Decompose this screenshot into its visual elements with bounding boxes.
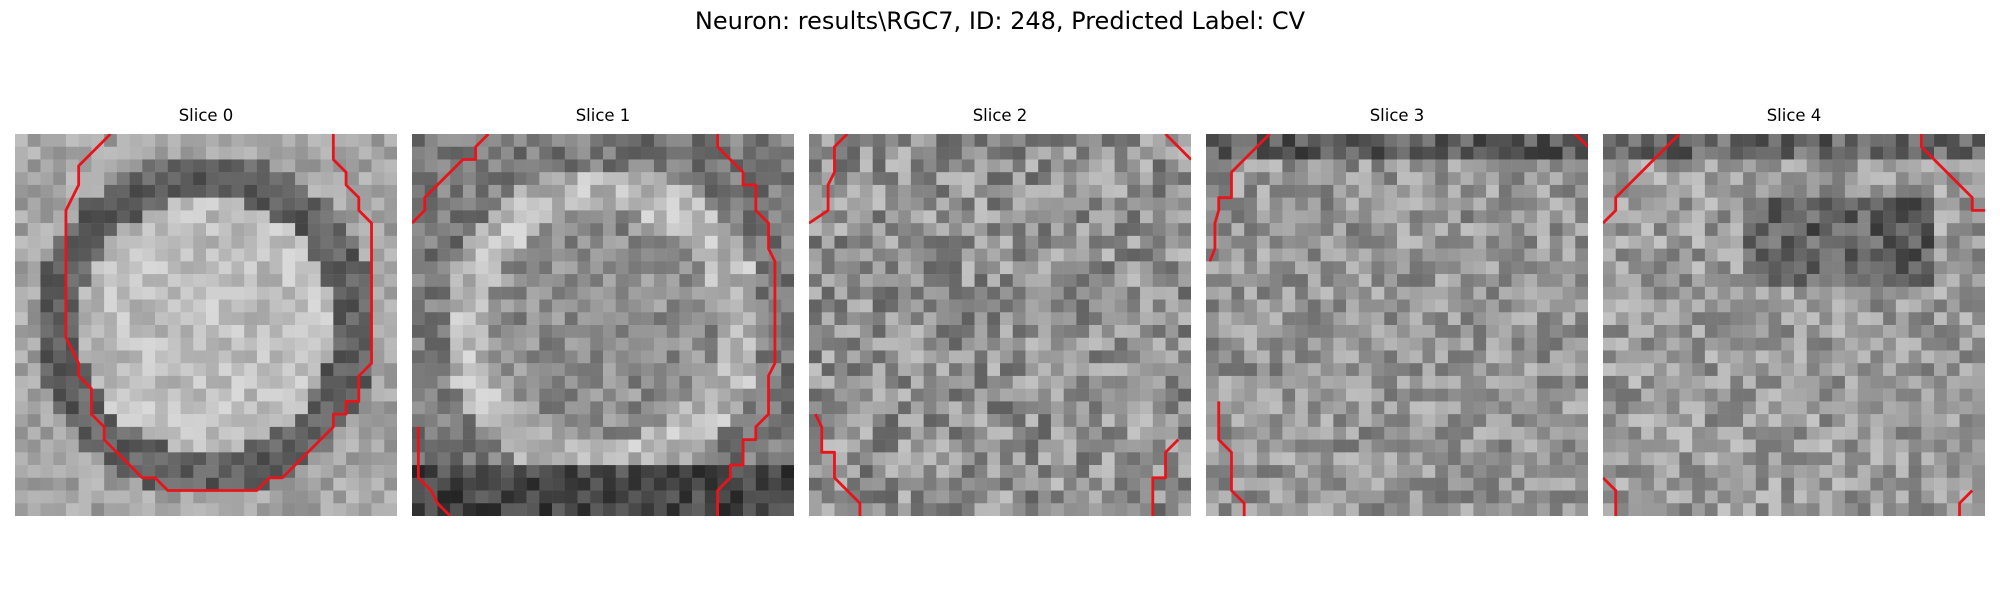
cell-contour-line [416,426,452,516]
cell-contour-line [1919,134,1985,212]
cell-contour-line [1151,438,1180,516]
cell-contour-line [1164,134,1191,161]
slice-image-3 [1206,134,1588,516]
cell-contour-line [809,134,849,225]
cell-contour-line [412,134,490,225]
slice-image-4 [1603,134,1985,516]
slice-title-1: Slice 1 [575,106,631,125]
cell-contour-line [1208,134,1271,262]
cell-contour-line [1603,476,1618,516]
cell-contour-line [1217,401,1246,516]
figure-title: Neuron: results\RGC7, ID: 248, Predicted… [694,7,1306,35]
slice-title-0: Slice 0 [178,106,234,125]
slice-image-0 [15,134,397,516]
slice-image-1 [412,134,794,516]
slice-title-3: Slice 3 [1369,106,1425,125]
cell-contour-line [716,134,777,516]
cell-contour-line [64,134,373,492]
slice-title-4: Slice 4 [1766,106,1822,125]
cell-contour-line [1958,489,1974,516]
cell-contour-line [1603,134,1681,225]
slice-title-2: Slice 2 [972,106,1028,125]
cell-contour-line [814,413,862,516]
cell-contour-line [1574,134,1588,148]
slice-image-2 [809,134,1191,516]
